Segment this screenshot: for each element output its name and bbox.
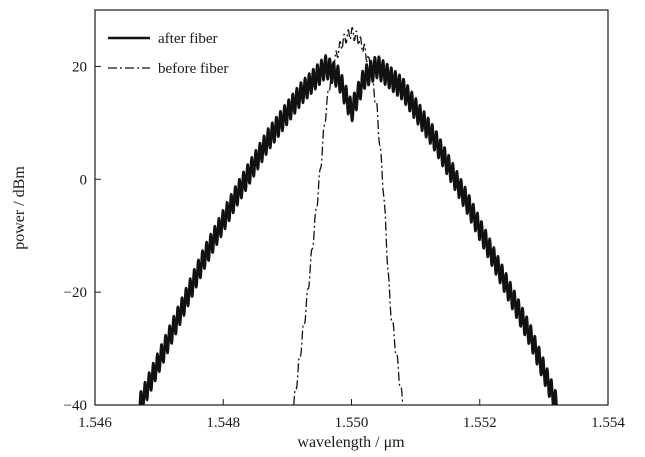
legend-label-before-fiber: before fiber — [158, 61, 228, 77]
x-tick-label: 1.554 — [591, 415, 625, 431]
x-tick-label: 1.552 — [463, 415, 497, 431]
series-line-after-fiber — [138, 54, 558, 405]
x-axis-title: wavelength / μm — [297, 434, 405, 451]
x-axis: 1.546 1.548 1.550 1.552 1.554 — [78, 399, 625, 431]
y-tick-label: 20 — [72, 59, 87, 75]
x-tick-label: 1.548 — [206, 415, 240, 431]
y-axis: −40 −20 0 20 — [64, 59, 101, 414]
series-line-before-fiber — [293, 26, 404, 405]
x-tick-label: 1.546 — [78, 415, 112, 431]
legend: after fiber before fiber — [108, 31, 228, 77]
y-tick-label: −20 — [64, 285, 87, 301]
y-tick-label: 0 — [80, 172, 88, 188]
y-tick-label: −40 — [64, 398, 87, 414]
y-axis-title: power / dBm — [11, 166, 28, 250]
legend-label-after-fiber: after fiber — [158, 31, 218, 47]
x-tick-label: 1.550 — [335, 415, 369, 431]
